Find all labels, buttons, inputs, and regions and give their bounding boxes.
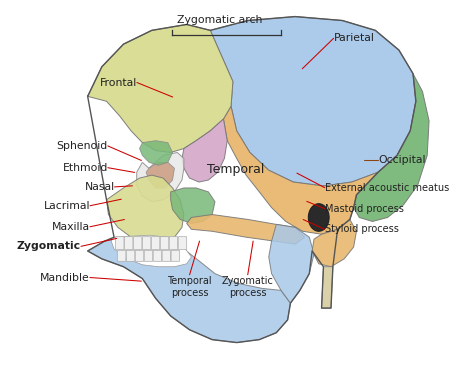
Polygon shape [269,224,314,303]
FancyBboxPatch shape [125,237,133,250]
Polygon shape [354,74,429,222]
Text: External acoustic meatus: External acoustic meatus [325,183,449,192]
Text: Ethmoid: Ethmoid [63,163,108,173]
Text: Zygomatic
process: Zygomatic process [222,276,273,298]
Text: Frontal: Frontal [100,78,137,88]
FancyBboxPatch shape [133,237,142,250]
FancyBboxPatch shape [116,237,124,250]
FancyBboxPatch shape [151,237,160,250]
Text: Occipital: Occipital [378,155,426,166]
Polygon shape [139,141,173,165]
Polygon shape [146,162,174,188]
Polygon shape [210,17,416,186]
Text: Temporal: Temporal [207,163,264,176]
Text: Zygomatic arch: Zygomatic arch [177,15,262,25]
FancyBboxPatch shape [169,237,178,250]
Text: Maxilla: Maxilla [52,222,90,232]
Text: Mastoid process: Mastoid process [325,204,403,214]
FancyBboxPatch shape [127,251,135,261]
Polygon shape [312,219,356,267]
FancyBboxPatch shape [135,251,144,261]
Polygon shape [88,237,291,343]
FancyBboxPatch shape [153,251,162,261]
Polygon shape [187,215,305,244]
Text: Mandible: Mandible [40,273,90,283]
Polygon shape [171,188,215,223]
Text: Zygomatic: Zygomatic [17,241,81,251]
Text: Parietal: Parietal [334,33,374,43]
FancyBboxPatch shape [178,237,187,250]
Polygon shape [111,235,191,267]
Text: Styloid process: Styloid process [325,224,399,234]
Polygon shape [88,24,233,152]
Polygon shape [137,152,184,202]
FancyBboxPatch shape [162,251,171,261]
FancyBboxPatch shape [118,251,126,261]
FancyBboxPatch shape [144,251,153,261]
Text: Temporal
process: Temporal process [167,276,212,298]
Text: Nasal: Nasal [84,182,115,192]
Polygon shape [223,106,378,234]
Ellipse shape [309,204,329,231]
FancyBboxPatch shape [160,237,169,250]
FancyBboxPatch shape [171,251,180,261]
Polygon shape [182,119,227,182]
Polygon shape [321,267,333,308]
Text: Lacrimal: Lacrimal [44,201,90,211]
Text: Sphenoid: Sphenoid [56,141,108,151]
Polygon shape [107,175,184,243]
FancyBboxPatch shape [142,237,151,250]
